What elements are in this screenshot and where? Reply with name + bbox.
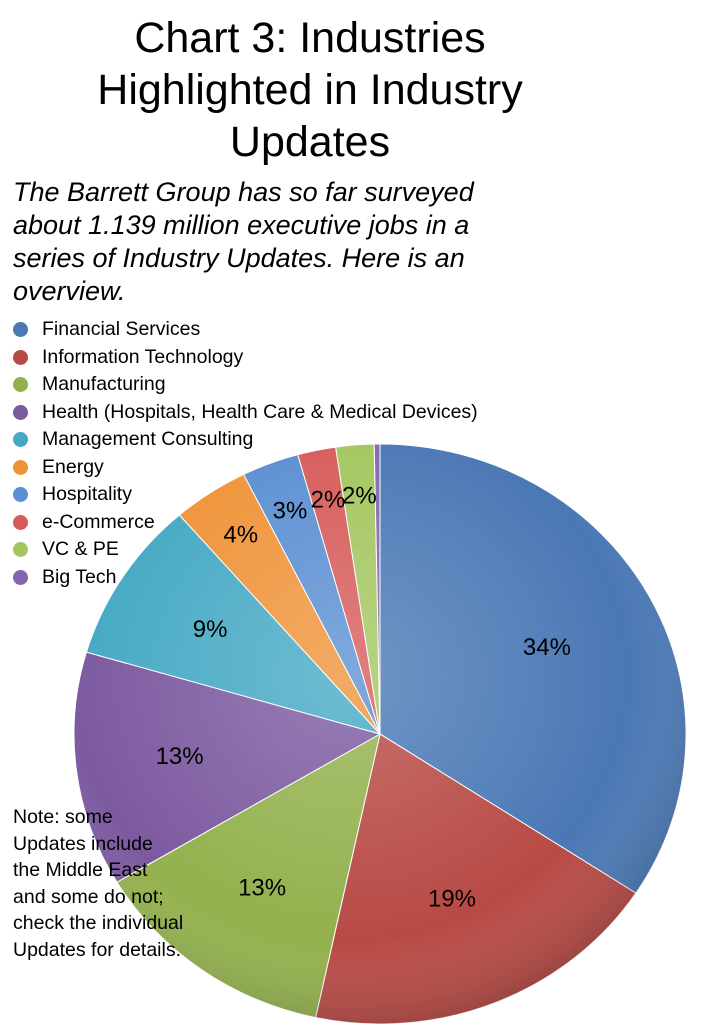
legend-swatch <box>13 377 28 393</box>
legend-swatch <box>13 404 28 420</box>
slice-percent-label: 2% <box>342 482 377 509</box>
legend-item: Information Technology <box>13 344 573 372</box>
footnote-line: the Middle East <box>13 859 148 881</box>
legend-item: Energy <box>13 454 573 482</box>
legend-item: Financial Services <box>13 316 573 344</box>
chart-title-line: Updates <box>229 118 391 166</box>
subtitle-line: The Barrett Group has so far surveyed <box>13 177 474 207</box>
slice-percent-label: 3% <box>273 497 308 524</box>
legend-label: Hospitality <box>42 483 132 506</box>
legend-swatch <box>13 349 28 365</box>
slice-percent-label: 13% <box>238 875 286 902</box>
footnote-line: Updates for details. <box>13 938 182 961</box>
legend-label: Information Technology <box>42 345 244 368</box>
legend-label: e-Commerce <box>42 510 155 533</box>
legend-label: VC & PE <box>42 538 119 561</box>
legend-label: Big Tech <box>42 565 117 588</box>
legend-item: VC & PE <box>13 536 573 564</box>
legend-swatch <box>13 459 28 475</box>
legend-item: Manufacturing <box>13 371 573 399</box>
footnote-line: Updates include <box>13 832 153 855</box>
chart-legend: Financial Services Information Technology… <box>13 316 573 591</box>
legend-item: Hospitality <box>13 481 573 509</box>
subtitle-line: overview. <box>13 276 126 306</box>
chart-title-line: Highlighted in Industry <box>97 66 523 114</box>
legend-item: Big Tech <box>13 564 573 592</box>
legend-swatch <box>13 569 28 585</box>
slice-percent-label: 34% <box>523 634 571 661</box>
slice-percent-label: 9% <box>193 616 228 643</box>
slice-percent-label: 19% <box>428 886 476 913</box>
legend-item: Management Consulting <box>13 426 573 454</box>
legend-swatch <box>13 487 28 503</box>
footnote: Note: some Updates include the Middle Ea… <box>13 804 233 963</box>
legend-label: Energy <box>42 455 104 478</box>
legend-label: Health (Hospitals, Health Care & Medical… <box>42 400 478 423</box>
slice-percent-label: 4% <box>223 522 258 549</box>
slice-percent-label: 2% <box>311 487 346 514</box>
legend-swatch <box>13 322 28 338</box>
legend-label: Financial Services <box>42 318 201 341</box>
footnote-line: and some do not; <box>13 885 164 908</box>
chart-title-line: Chart 3: Industries <box>134 14 486 62</box>
footnote-line: check the individual <box>13 912 184 934</box>
footnote-line: Note: some <box>13 806 113 828</box>
legend-item: e-Commerce <box>13 509 573 537</box>
chart-title: Chart 3: Industries Highlighted in Indus… <box>0 12 620 168</box>
legend-swatch <box>13 542 28 558</box>
legend-label: Manufacturing <box>42 373 166 396</box>
slice-percent-label: 13% <box>156 743 204 770</box>
legend-swatch <box>13 514 28 530</box>
chart-subtitle: The Barrett Group has so far surveyed ab… <box>13 176 573 308</box>
subtitle-line: series of Industry Updates. Here is an <box>13 243 465 273</box>
legend-swatch <box>13 432 28 448</box>
legend-label: Management Consulting <box>42 428 254 451</box>
legend-item: Health (Hospitals, Health Care & Medical… <box>13 399 573 427</box>
subtitle-line: about 1.139 million executive jobs in a <box>13 210 470 240</box>
